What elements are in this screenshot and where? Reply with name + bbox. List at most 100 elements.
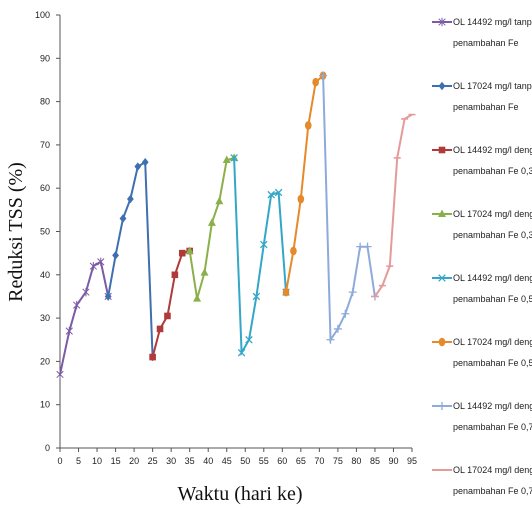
series-group xyxy=(56,71,416,379)
data-point xyxy=(112,251,119,260)
x-tick-label: 65 xyxy=(296,456,306,466)
legend-label: penambahan Fe 0,3 mg/l xyxy=(453,230,532,240)
data-point xyxy=(97,257,105,267)
x-tick-label: 15 xyxy=(111,456,121,466)
x-tick-label: 45 xyxy=(222,456,232,466)
data-point xyxy=(245,335,253,344)
legend-swatch-marker xyxy=(438,17,446,27)
data-point xyxy=(222,155,231,164)
x-tick-label: 75 xyxy=(333,456,343,466)
data-point xyxy=(200,268,209,276)
data-point xyxy=(363,242,372,251)
data-point xyxy=(73,300,81,310)
legend-label: OL 17024 mg/l tanpa xyxy=(453,81,532,91)
legend-label: OL 14492 mg/l tanpa xyxy=(453,17,532,27)
data-point xyxy=(326,335,335,344)
series-6 xyxy=(282,71,327,297)
series-line xyxy=(151,250,190,358)
series-7 xyxy=(319,71,379,344)
series-line xyxy=(285,74,324,293)
data-point xyxy=(252,292,261,301)
x-tick-label: 0 xyxy=(57,456,62,466)
data-point xyxy=(119,214,127,223)
x-tick-label: 70 xyxy=(314,456,324,466)
legend-item-2: OL 17024 mg/l tanpa penambahan Fe xyxy=(432,81,532,112)
data-point xyxy=(89,261,98,271)
legend-label: penambahan Fe 0,3 mg/l xyxy=(453,166,532,176)
x-tick-label: 20 xyxy=(129,456,139,466)
x-tick-label: 55 xyxy=(259,456,269,466)
data-point xyxy=(215,196,224,205)
data-point xyxy=(319,71,328,80)
y-tick-label: 10 xyxy=(40,400,50,410)
legend-swatch-marker xyxy=(438,402,446,410)
y-tick-label: 70 xyxy=(40,140,50,150)
data-point xyxy=(164,312,171,320)
legend-label: penambahan Fe 0,5 mg/l xyxy=(453,358,532,368)
legend-label: penambahan Fe 0,7 mg/l xyxy=(453,422,532,432)
legend-label: OL 17024 mg/l dengan xyxy=(453,209,532,219)
x-tick-label: 60 xyxy=(277,456,287,466)
data-point xyxy=(282,287,290,297)
y-axis-title: Reduksi TSS (%) xyxy=(5,162,27,302)
data-point xyxy=(127,194,134,204)
data-point xyxy=(267,190,275,199)
x-tick-label: 90 xyxy=(388,456,398,466)
data-point xyxy=(230,154,238,162)
y-tick-label: 80 xyxy=(40,97,50,107)
x-tick-label: 5 xyxy=(76,456,81,466)
x-axis-title: Waktu (hari ke) xyxy=(178,483,303,505)
y-tick-label: 100 xyxy=(35,10,50,20)
x-tick-label: 40 xyxy=(203,456,213,466)
x-tick-label: 85 xyxy=(370,456,380,466)
data-point xyxy=(193,294,202,302)
legend-item-3: OL 14492 mg/l dengan penambahan Fe 0,3 mg… xyxy=(432,145,532,176)
legend-swatch-marker xyxy=(438,274,446,282)
series-line xyxy=(233,157,287,357)
x-tick-label: 30 xyxy=(166,456,176,466)
x-tick-label: 35 xyxy=(185,456,195,466)
legend-item-1: OL 14492 mg/l tanpa penambahan Fe xyxy=(432,17,532,48)
y-tick-label: 30 xyxy=(40,313,50,323)
data-point xyxy=(207,218,216,226)
legend-item-4: OL 17024 mg/l dengan penambahan Fe 0,3 mg… xyxy=(432,209,532,240)
data-point xyxy=(341,309,350,318)
axes: 0 10 20 30 40 50 60 70 80 90 100 0 5 10 15 20 25 30 35 40 45… xyxy=(35,10,417,466)
x-tick-label: 10 xyxy=(92,456,102,466)
legend-item-7: OL 14492 mg/l dengan penambahan Fe 0,7 mg… xyxy=(432,401,532,432)
data-point xyxy=(333,324,342,333)
data-point xyxy=(134,162,142,171)
data-point xyxy=(65,326,73,336)
data-point xyxy=(274,188,283,197)
x-tick-label: 95 xyxy=(407,456,417,466)
series-5 xyxy=(230,154,290,357)
data-point xyxy=(56,370,64,379)
legend-swatch-marker xyxy=(438,81,446,91)
data-point xyxy=(290,246,297,256)
legend-label: penambahan Fe 0,7 mg/l xyxy=(453,486,532,496)
legend-label: penambahan Fe xyxy=(453,102,519,112)
series-3 xyxy=(149,247,193,361)
legend-item-8: OL 17024 mg/l dengan penambahan Fe 0,7 mg… xyxy=(432,465,532,496)
data-point xyxy=(348,288,357,297)
legend-label: OL 17024 mg/l dengan xyxy=(453,337,532,347)
series-8 xyxy=(371,113,416,298)
legend-swatch-marker xyxy=(438,146,446,154)
series-line xyxy=(374,113,413,298)
legend-label: OL 14492 mg/l dengan xyxy=(453,273,532,283)
legend-label: OL 17024 mg/l dengan xyxy=(453,465,532,475)
y-tick-label: 0 xyxy=(45,443,50,453)
x-tick-label: 25 xyxy=(148,456,158,466)
data-point xyxy=(171,271,179,279)
series-1 xyxy=(56,257,112,379)
series-2 xyxy=(104,158,157,362)
series-line xyxy=(322,75,376,343)
x-tick-label: 80 xyxy=(351,456,361,466)
legend-item-5: OL 14492 mg/l dengan penambahan Fe 0,5 mg… xyxy=(432,273,532,304)
y-tick-label: 50 xyxy=(40,227,50,237)
y-tick-label: 40 xyxy=(40,270,50,280)
legend-label: OL 14492 mg/l dengan xyxy=(453,145,532,155)
series-line xyxy=(107,160,154,358)
data-point xyxy=(156,325,164,333)
